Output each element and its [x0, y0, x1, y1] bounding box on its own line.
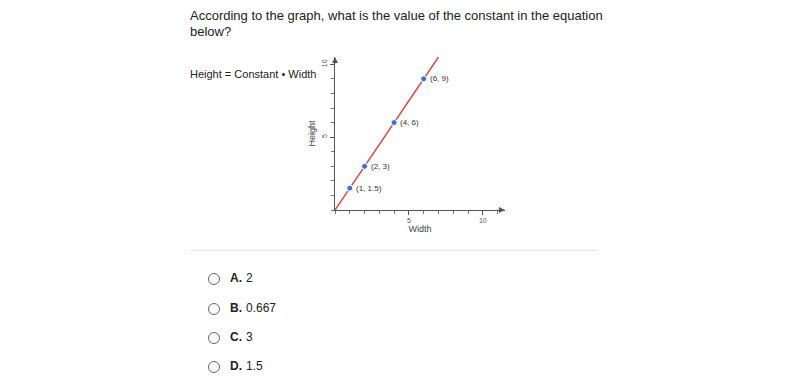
svg-text:(2, 3): (2, 3) — [371, 162, 390, 171]
svg-text:(4, 6): (4, 6) — [400, 118, 419, 127]
svg-text:10: 10 — [479, 217, 487, 224]
svg-text:5: 5 — [407, 217, 411, 224]
svg-text:Height: Height — [307, 120, 317, 147]
html-text:C. 3: C. 3 — [230, 330, 253, 344]
svg-text:10: 10 — [321, 59, 328, 67]
svg-text:5: 5 — [321, 134, 328, 138]
html-text:below?: below? — [190, 24, 232, 39]
svg-text:(6, 9): (6, 9) — [430, 74, 449, 83]
svg-text:Width: Width — [408, 224, 431, 234]
svg-text:(1, 1.5): (1, 1.5) — [356, 184, 382, 193]
html-text:D. 1.5: D. 1.5 — [230, 359, 263, 373]
html-text:A. 2: A. 2 — [230, 271, 253, 285]
html-text:Height = Constant • Width: Height = Constant • Width — [190, 68, 317, 80]
html-text:According to the graph, what i: According to the graph, what is the valu… — [190, 8, 603, 23]
html-text:B. 0.667: B. 0.667 — [230, 301, 276, 315]
